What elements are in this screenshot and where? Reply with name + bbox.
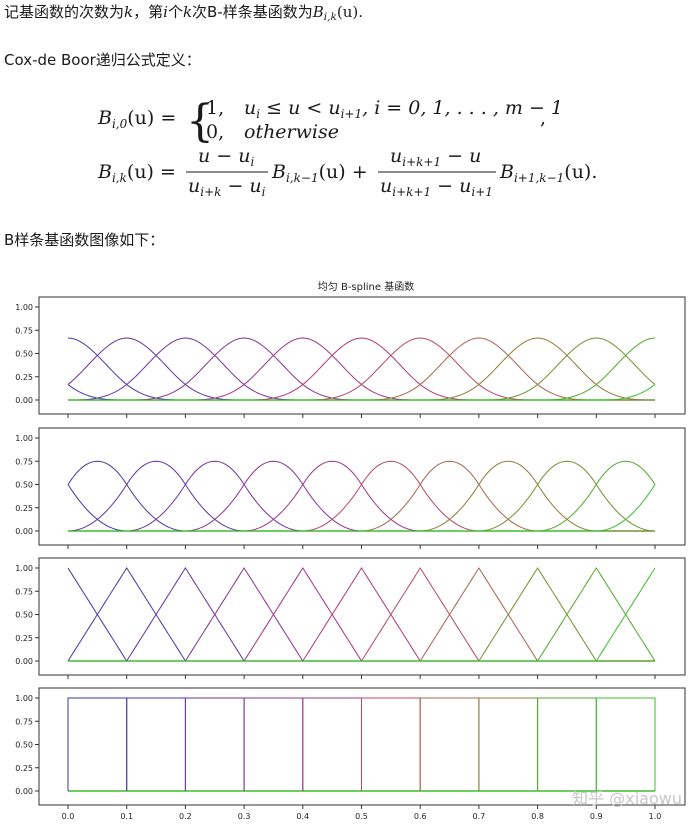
y-tick-label: 0.75: [15, 587, 33, 596]
f2-lhs: Bi,k(u) =: [97, 161, 176, 185]
panel-degree-0: 0.00 0.25 0.50 0.75 1.00 0.0 0.1 0.2 0.3 0.4 0.5 0.…: [15, 687, 686, 821]
plot-heading: B样条基函数图像如下：: [4, 231, 165, 249]
intro-B-sub: i,k: [323, 11, 337, 24]
intro-B-arg: (u): [336, 3, 359, 21]
x-tick-label: 0.0: [62, 812, 75, 821]
formula-heading: Cox-de Boor递归公式定义：: [4, 51, 201, 69]
x-tick-label: 0.6: [414, 812, 427, 821]
f2-frac2-den: ui+k+1 − ui+1: [380, 175, 493, 199]
y-tick-label: 0.00: [15, 787, 33, 796]
intro-text-1: 记基函数的次数为: [4, 3, 125, 21]
x-tick-label: 0.3: [238, 812, 251, 821]
panels: 0.000.250.500.751.000.000.250.500.751.00…: [15, 296, 686, 821]
panel-frame: [38, 296, 686, 415]
y-tick-label: 0.50: [15, 481, 33, 490]
f1-comma: ,: [540, 107, 546, 129]
basis-curve: [595, 697, 656, 791]
intro-text-2: ，第: [133, 3, 164, 21]
x-tick-label: 0.7: [473, 812, 486, 821]
intro-text-4: 次B-样条基函数为: [192, 3, 313, 21]
y-tick-label: 0.25: [15, 373, 33, 382]
y-tick-label: 0.75: [15, 326, 33, 335]
y-tick-label: 0.25: [15, 764, 33, 773]
y-tick-label: 0.75: [15, 457, 33, 466]
chart-title: 均匀 B-spline 基函数: [318, 280, 414, 293]
y-tick-label: 0.50: [15, 741, 33, 750]
y-tick-label: 0.50: [15, 611, 33, 620]
f2-frac2-num: ui+k+1 − u: [390, 145, 481, 169]
cox-de-boor-formula: Bi,0(u) = { 1, ui ≤ u < ui+1, i = 0, 1, …: [97, 96, 597, 199]
panel-degree-1: 0.00 0.25 0.50 0.75 1.00: [15, 557, 686, 679]
f1-brace: {: [186, 96, 214, 147]
y-tick-label: 1.00: [15, 434, 33, 443]
basis-curve: [68, 384, 656, 401]
x-tick-label: 0.5: [355, 812, 368, 821]
intro-B: B: [312, 3, 324, 21]
intro-end: .: [358, 3, 364, 21]
f2-term2: Bi+1,k−1(u).: [499, 161, 597, 185]
bspline-basis-figure: 均匀 B-spline 基函数 0.000.250.500.751.000.00…: [15, 280, 686, 821]
y-tick-label: 1.00: [15, 303, 33, 312]
f1-case1-value: 1,: [206, 97, 224, 119]
y-tick-label: 0.00: [15, 527, 33, 536]
y-tick-label: 0.00: [15, 396, 33, 405]
x-tick-label: 0.8: [531, 812, 544, 821]
panel-degree-3: 0.00 0.25 0.50 0.75 1.00: [15, 296, 686, 418]
x-tick-label: 1.0: [649, 812, 662, 821]
f1-case2-condition: otherwise: [244, 121, 339, 143]
f1-case1-condition: ui ≤ u < ui+1, i = 0, 1, . . . , m − 1: [244, 97, 563, 121]
y-tick-label: 0.25: [15, 634, 33, 643]
f2-frac1-den: ui+k − ui: [188, 175, 266, 199]
panel-degree-2: 0.00 0.25 0.50 0.75 1.00: [15, 427, 686, 549]
y-tick-label: 0.50: [15, 350, 33, 359]
intro-k: k: [124, 3, 134, 21]
y-tick-label: 0.25: [15, 504, 33, 513]
intro-sentence: 记基函数的次数为k，第i个k次B-样条基函数为Bi,k(u).: [4, 2, 363, 22]
y-tick-label: 0.75: [15, 717, 33, 726]
intro-k-2: k: [182, 3, 193, 21]
y-tick-label: 1.00: [15, 694, 33, 703]
x-tick-label: 0.2: [179, 812, 192, 821]
y-tick-label: 0.00: [15, 657, 33, 666]
basis-curve: [68, 484, 656, 532]
f1-case2-value: 0,: [206, 121, 224, 143]
panel-frame: [38, 557, 686, 676]
x-tick-label: 0.1: [120, 812, 133, 821]
f1-lhs: Bi,0(u) =: [97, 107, 176, 131]
intro-text-3: 个: [167, 3, 183, 21]
x-tick-label: 0.4: [296, 812, 309, 821]
intro-i: i: [163, 3, 168, 21]
x-tick-label: 0.9: [590, 812, 603, 821]
f2-frac1-num: u − ui: [198, 145, 254, 169]
f2-term1: Bi,k−1(u) +: [271, 161, 368, 185]
panel-frame: [38, 427, 686, 546]
basis-curve: [68, 567, 656, 662]
y-tick-label: 1.00: [15, 564, 33, 573]
